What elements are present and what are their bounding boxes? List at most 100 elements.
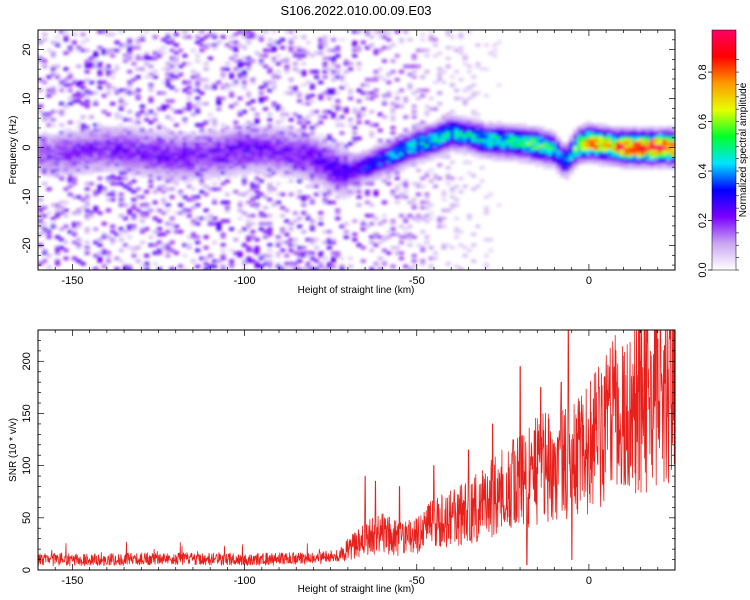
- heat-cell: [364, 46, 371, 50]
- heat-cell: [534, 150, 540, 154]
- heat-cell: [203, 134, 209, 138]
- heat-cell: [420, 88, 426, 93]
- heat-cell: [135, 126, 141, 130]
- heat-cell: [326, 160, 332, 165]
- heat-cell: [598, 144, 604, 149]
- heat-cell: [522, 155, 528, 159]
- heat-cell: [466, 216, 472, 221]
- heat-cell: [267, 131, 273, 135]
- heat-cell: [275, 254, 281, 258]
- heat-cell: [326, 155, 332, 159]
- heat-cell: [386, 147, 392, 151]
- heat-cell: [76, 166, 82, 170]
- heat-cell: [624, 144, 630, 149]
- heat-cell: [271, 142, 277, 146]
- heat-cell: [50, 86, 56, 90]
- heat-cell: [432, 136, 438, 141]
- heat-cell: [110, 230, 116, 234]
- heat-cell: [658, 166, 664, 170]
- heat-cell: [118, 198, 124, 202]
- heat-cell: [178, 144, 184, 149]
- heat-cell: [144, 62, 150, 66]
- heat-cell: [420, 38, 426, 42]
- heat-cell: [607, 150, 613, 154]
- heat-cell: [301, 163, 307, 167]
- heat-cell: [411, 123, 417, 127]
- heat-cell: [42, 118, 48, 122]
- heat-cell: [454, 150, 460, 154]
- heat-cell: [165, 160, 171, 165]
- heat-cell: [360, 259, 366, 263]
- heat-cell: [63, 256, 69, 261]
- heat-cell: [114, 160, 120, 165]
- heat-cell: [619, 131, 625, 135]
- heat-cell: [220, 254, 226, 258]
- heat-cell: [246, 158, 252, 162]
- heat-cell: [335, 152, 341, 157]
- heat-cell: [322, 256, 328, 261]
- heat-cell: [505, 144, 511, 149]
- heat-cell: [458, 142, 464, 146]
- heat-cell: [458, 96, 464, 101]
- heat-cell: [534, 139, 540, 143]
- heat-cell: [309, 110, 315, 114]
- heat-cell: [101, 142, 107, 146]
- heat-cell: [169, 139, 175, 143]
- heat-cell: [360, 227, 366, 231]
- heat-cell: [441, 147, 447, 151]
- heat-cell: [195, 166, 201, 170]
- heat-cell: [59, 174, 65, 178]
- heat-cell: [619, 136, 625, 141]
- heat-cell: [63, 163, 69, 167]
- heat-cell: [479, 131, 485, 135]
- heat-cell: [250, 182, 256, 186]
- heat-cell: [54, 214, 61, 218]
- heat-cell: [432, 155, 438, 159]
- heat-cell: [339, 171, 345, 175]
- heat-cell: [445, 142, 451, 146]
- heat-cell: [80, 131, 86, 135]
- heat-cell: [54, 110, 61, 114]
- heat-cell: [615, 147, 621, 151]
- heat-cell: [432, 43, 438, 47]
- heat-cell: [216, 134, 222, 138]
- heat-cell: [76, 195, 82, 199]
- heat-cell: [577, 144, 583, 149]
- heat-cell: [258, 166, 264, 170]
- heat-cell: [615, 139, 621, 143]
- heat-cell: [131, 198, 137, 202]
- heat-cell: [135, 131, 141, 135]
- heat-cell: [288, 158, 294, 162]
- heat-cell: [432, 38, 438, 42]
- heat-cell: [530, 147, 536, 151]
- heat-cell: [403, 96, 409, 101]
- heat-cell: [377, 256, 383, 261]
- heat-cell: [127, 126, 133, 130]
- heat-cell: [636, 142, 642, 146]
- heat-cell: [373, 94, 379, 98]
- heat-cell: [288, 147, 294, 151]
- heat-cell: [322, 179, 328, 183]
- heat-cell: [71, 150, 78, 154]
- heat-cell: [246, 160, 252, 165]
- heat-cell: [326, 134, 332, 138]
- heat-cell: [513, 139, 519, 143]
- heat-cell: [322, 176, 328, 181]
- heat-cell: [186, 150, 192, 154]
- heat-cell: [356, 168, 362, 173]
- heat-cell: [441, 243, 447, 247]
- heat-cell: [381, 171, 388, 175]
- heat-cell: [670, 144, 675, 149]
- heat-cell: [263, 54, 269, 58]
- heat-cell: [67, 96, 73, 101]
- heat-cell: [649, 166, 655, 170]
- heat-cell: [80, 166, 86, 170]
- heat-cell: [356, 195, 362, 199]
- heat-cell: [237, 230, 243, 234]
- heat-cell: [449, 190, 455, 194]
- heat-cell: [212, 131, 218, 135]
- heat-cell: [93, 102, 99, 106]
- heat-cell: [653, 166, 659, 170]
- heat-cell: [288, 238, 294, 242]
- heat-cell: [556, 158, 562, 162]
